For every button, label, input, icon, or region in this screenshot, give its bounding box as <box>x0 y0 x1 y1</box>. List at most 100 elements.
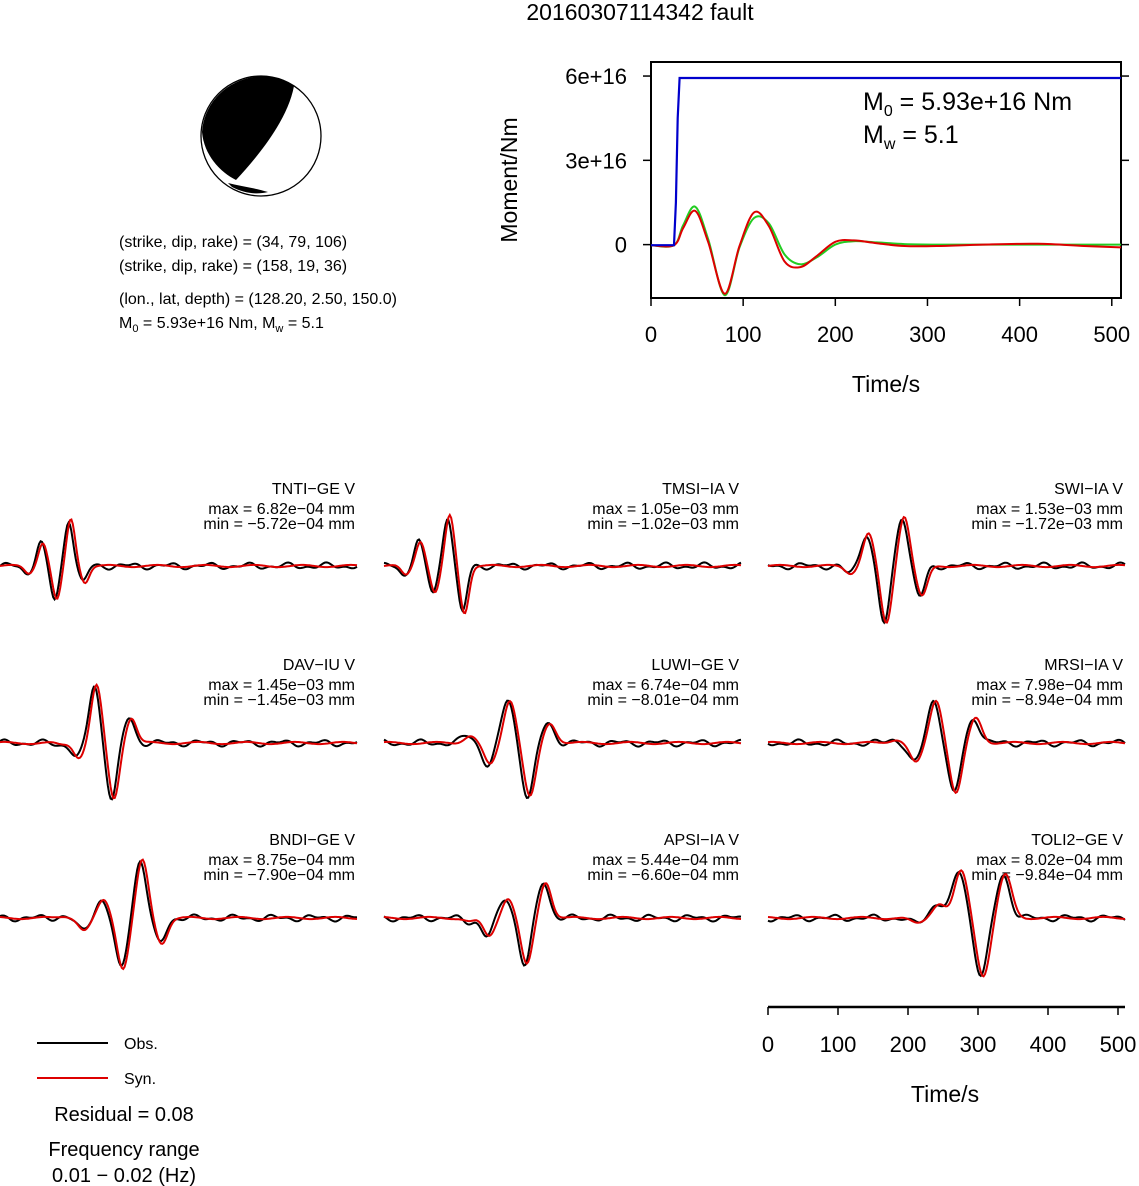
legend: Obs. Syn. <box>37 1036 158 1088</box>
moment-xtick-label: 400 <box>1001 322 1038 347</box>
station-min: min = −7.90e−04 mm <box>203 867 355 884</box>
m0-value: = 5.93e+16 Nm, M <box>138 315 275 332</box>
nodal-plane-2: (strike, dip, rake) = (158, 19, 36) <box>119 258 347 275</box>
station-max: max = 8.02e−04 mm <box>976 852 1123 869</box>
moment-xtick-label: 300 <box>909 322 946 347</box>
m0-symbol: M <box>119 315 132 332</box>
synthetic-trace <box>0 683 358 800</box>
station-max: max = 1.45e−03 mm <box>208 677 355 694</box>
observed-trace <box>383 518 742 613</box>
station-min: min = −1.02e−03 mm <box>587 516 739 533</box>
moment-box-m0: M0 = 5.93e+16 Nm <box>863 88 1072 120</box>
series-cumulative-moment <box>651 76 1121 247</box>
synthetic-trace <box>767 869 1126 978</box>
station-name: BNDI−GE V <box>269 832 355 849</box>
waveform-xlabel: Time/s <box>911 1081 979 1107</box>
station-min: min = −6.60e−04 mm <box>587 867 739 884</box>
station-name: MRSI−IA V <box>1044 657 1123 674</box>
synthetic-trace <box>383 512 742 615</box>
observed-trace <box>383 882 742 967</box>
waveform-xtick-label: 0 <box>762 1032 774 1057</box>
m0-subscript: 0 <box>132 323 138 335</box>
moment-xtick-label: 0 <box>645 322 657 347</box>
legend-syn-label: Syn. <box>124 1071 156 1088</box>
station-max: max = 6.74e−04 mm <box>592 677 739 694</box>
station-min: min = −1.72e−03 mm <box>971 516 1123 533</box>
waveform-xtick-label: 500 <box>1100 1032 1137 1057</box>
observed-trace <box>767 518 1126 625</box>
station-min: min = −8.94e−04 mm <box>971 692 1123 709</box>
frequency-range-label: Frequency range <box>48 1139 199 1161</box>
station-max: max = 1.05e−03 mm <box>592 501 739 518</box>
waveform-xtick-label: 100 <box>820 1032 857 1057</box>
station-name: DAV−IU V <box>283 657 356 674</box>
mw-value: = 5.1 <box>283 315 324 332</box>
station-name: TNTI−GE V <box>272 481 355 498</box>
frequency-range-value: 0.01 − 0.02 (Hz) <box>52 1165 196 1186</box>
nodal-plane-1: (strike, dip, rake) = (34, 79, 106) <box>119 234 347 251</box>
moment-ytick-label: 3e+16 <box>565 148 627 173</box>
waveform-xtick-label: 300 <box>960 1032 997 1057</box>
residual-text: Residual = 0.08 <box>54 1104 194 1126</box>
moment-plot: 0 100 200 300 400 500 0 3e+16 6e+16 Time/s Momen… <box>496 61 1130 397</box>
synthetic-trace <box>767 515 1126 624</box>
station-max: max = 1.53e−03 mm <box>976 501 1123 518</box>
station-max: max = 8.75e−04 mm <box>208 852 355 869</box>
beachball-compression-lower <box>228 183 268 194</box>
synthetic-trace <box>383 699 742 798</box>
moment-plot-frame <box>650 61 1122 299</box>
station-max: max = 6.82e−04 mm <box>208 501 355 518</box>
mw-subscript: w <box>274 323 283 335</box>
station-max: max = 5.44e−04 mm <box>592 852 739 869</box>
station-name: SWI−IA V <box>1054 481 1123 498</box>
moment-xlabel: Time/s <box>852 371 920 397</box>
figure-title: 20160307114342 fault <box>526 0 754 25</box>
legend-obs-label: Obs. <box>124 1036 158 1053</box>
observed-trace <box>383 699 742 799</box>
beachball-compression-quadrant <box>202 76 294 180</box>
waveform-xtick-label: 200 <box>890 1032 927 1057</box>
moment-magnitude-line: M0 = 5.93e+16 Nm, Mw = 5.1 <box>119 315 324 335</box>
station-min: min = −8.01e−04 mm <box>587 692 739 709</box>
series-moment-rate-b <box>650 205 1121 297</box>
waveform-time-axis: Time/s 0 100 200 300 400 500 <box>762 1005 1137 1107</box>
waveform-xtick-label: 400 <box>1030 1032 1067 1057</box>
observed-trace <box>767 871 1126 978</box>
synthetic-trace <box>383 882 742 965</box>
station-name: TMSI−IA V <box>662 481 739 498</box>
synthetic-trace <box>767 699 1126 795</box>
moment-xtick-label: 200 <box>817 322 854 347</box>
station-min: min = −5.72e−04 mm <box>203 516 355 533</box>
observed-trace <box>0 520 358 602</box>
location-depth: (lon., lat, depth) = (128.20, 2.50, 150.… <box>119 291 397 308</box>
station-name: APSI−IA V <box>664 832 739 849</box>
station-max: max = 7.98e−04 mm <box>976 677 1123 694</box>
moment-box-mw: Mw = 5.1 <box>863 121 959 153</box>
moment-ylabel: Moment/Nm <box>496 117 522 242</box>
moment-plot-series <box>650 76 1122 297</box>
moment-xtick-label: 100 <box>725 322 762 347</box>
moment-plot-ticks: 0 100 200 300 400 500 0 3e+16 6e+16 <box>565 64 1130 347</box>
moment-xtick-label: 500 <box>1093 322 1130 347</box>
station-name: LUWI−GE V <box>651 657 739 674</box>
station-min: min = −9.84e−04 mm <box>971 867 1123 884</box>
synthetic-trace <box>0 858 358 971</box>
moment-ytick-label: 6e+16 <box>565 64 627 89</box>
moment-ytick-label: 0 <box>615 233 627 258</box>
focal-mechanism-beachball <box>200 75 322 197</box>
station-min: min = −1.45e−03 mm <box>203 692 355 709</box>
series-moment-rate-a <box>650 209 1122 295</box>
station-name: TOLI2−GE V <box>1031 832 1123 849</box>
synthetic-trace <box>0 518 358 600</box>
